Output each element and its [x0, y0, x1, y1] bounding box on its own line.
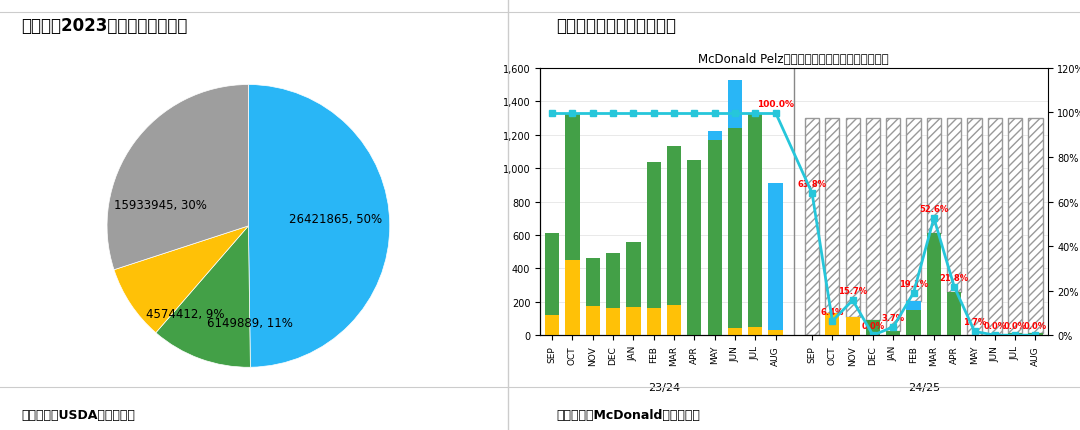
- Bar: [667, 147, 681, 305]
- Text: 6149889, 11%: 6149889, 11%: [207, 316, 293, 329]
- Wedge shape: [156, 226, 251, 367]
- Bar: [1008, 333, 1022, 335]
- Bar: [825, 119, 839, 314]
- Text: 0.0%: 0.0%: [1024, 321, 1047, 330]
- Bar: [566, 114, 580, 261]
- Bar: [947, 292, 961, 335]
- Text: 23/24: 23/24: [648, 382, 680, 392]
- Bar: [1008, 119, 1022, 333]
- Bar: [728, 80, 742, 129]
- Bar: [748, 327, 762, 335]
- Bar: [846, 317, 860, 335]
- Bar: [748, 114, 762, 327]
- Text: 0.0%: 0.0%: [983, 321, 1007, 330]
- Bar: [887, 331, 901, 335]
- Bar: [906, 301, 920, 310]
- Text: 21.8%: 21.8%: [940, 273, 969, 282]
- Wedge shape: [114, 226, 248, 333]
- Bar: [1028, 333, 1042, 335]
- Bar: [866, 119, 880, 320]
- Bar: [988, 119, 1002, 335]
- Text: 3.7%: 3.7%: [881, 313, 905, 322]
- Text: 100.0%: 100.0%: [757, 99, 794, 108]
- Text: 4574412, 9%: 4574412, 9%: [146, 307, 224, 320]
- Bar: [825, 314, 839, 335]
- Text: 52.6%: 52.6%: [919, 205, 948, 214]
- Legend: 中国, 欧盟, 墨西哥, 其他: 中国, 欧盟, 墨西哥, 其他: [119, 0, 378, 4]
- Wedge shape: [107, 85, 248, 270]
- Bar: [585, 258, 599, 306]
- Bar: [968, 119, 982, 335]
- Bar: [887, 119, 901, 331]
- Text: 数据来源：McDonald，国富期货: 数据来源：McDonald，国富期货: [556, 408, 700, 421]
- Text: 15933945, 30%: 15933945, 30%: [114, 199, 207, 212]
- Bar: [769, 330, 783, 335]
- Text: 1.7%: 1.7%: [963, 318, 986, 327]
- Text: 19.1%: 19.1%: [899, 279, 928, 288]
- Text: 63.8%: 63.8%: [797, 180, 826, 189]
- Bar: [927, 119, 941, 234]
- Text: 24/25: 24/25: [907, 382, 940, 392]
- Bar: [626, 307, 640, 335]
- Text: 图：中国采购大豆进度情况: 图：中国采购大豆进度情况: [556, 17, 676, 35]
- Bar: [805, 119, 820, 335]
- Text: 数据来源：USDA，国富期货: 数据来源：USDA，国富期货: [22, 408, 135, 421]
- Bar: [927, 234, 941, 335]
- Bar: [606, 308, 620, 335]
- Bar: [566, 261, 580, 335]
- Title: McDonald Pelz：中国进口大豆采购进度（万吨）: McDonald Pelz：中国进口大豆采购进度（万吨）: [699, 53, 889, 66]
- Bar: [585, 306, 599, 335]
- Text: 图：美国2023年出口国占比情况: 图：美国2023年出口国占比情况: [22, 17, 188, 35]
- Text: 0.0%: 0.0%: [1003, 321, 1027, 330]
- Bar: [647, 163, 661, 308]
- Bar: [626, 242, 640, 307]
- Wedge shape: [248, 85, 390, 367]
- Bar: [667, 305, 681, 335]
- Bar: [647, 308, 661, 335]
- Bar: [906, 119, 920, 301]
- Bar: [687, 160, 701, 335]
- Bar: [906, 310, 920, 335]
- Bar: [707, 141, 721, 335]
- Text: 0.0%: 0.0%: [862, 321, 885, 330]
- Bar: [866, 320, 880, 335]
- Bar: [707, 132, 721, 141]
- Bar: [947, 119, 961, 292]
- Bar: [1028, 119, 1042, 333]
- Text: 6.4%: 6.4%: [821, 307, 845, 316]
- Bar: [728, 129, 742, 329]
- Bar: [846, 119, 860, 317]
- Text: 15.7%: 15.7%: [838, 286, 867, 295]
- Text: 26421865, 50%: 26421865, 50%: [289, 213, 382, 226]
- Bar: [606, 253, 620, 308]
- Bar: [545, 234, 559, 316]
- Bar: [769, 184, 783, 330]
- Bar: [728, 329, 742, 335]
- Bar: [545, 316, 559, 335]
